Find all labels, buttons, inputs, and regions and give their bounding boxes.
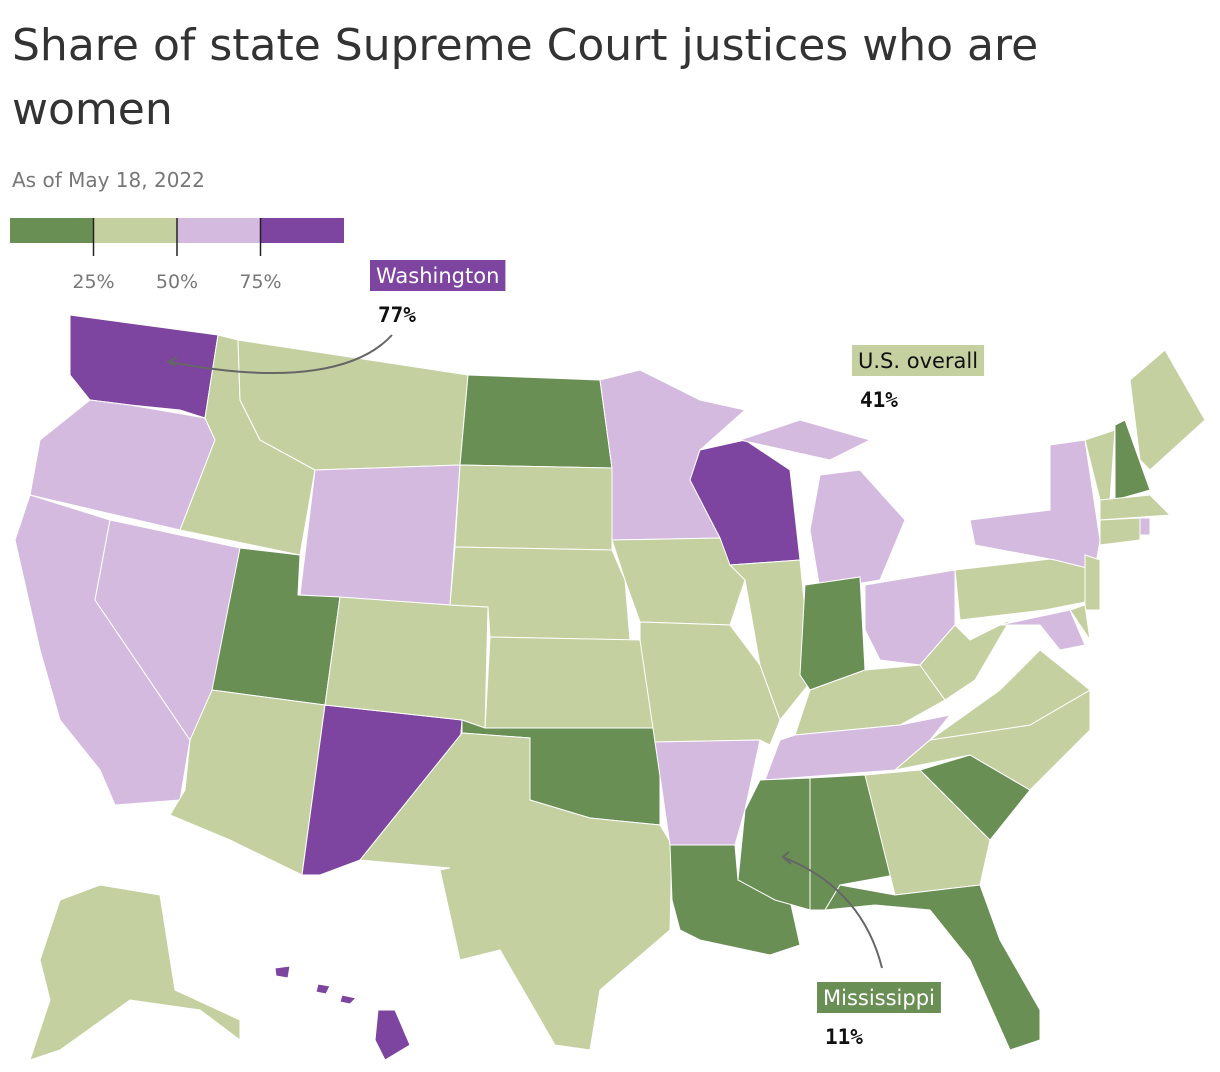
states: [14, 314, 1206, 1061]
legend-swatch: [260, 218, 344, 243]
state: [299, 464, 461, 606]
legend-tick-label: 25%: [72, 271, 114, 293]
state: [1099, 494, 1172, 521]
arrow: [784, 857, 883, 969]
annotation-value: 11%: [825, 1025, 863, 1049]
annotation-box: [852, 345, 985, 376]
state: [1069, 604, 1091, 641]
annotation-value: 41%: [860, 388, 898, 412]
state: [1099, 517, 1141, 546]
annotation-box: [817, 982, 941, 1013]
state: [484, 636, 661, 729]
state: [454, 464, 613, 551]
state: [764, 714, 952, 781]
state: [728, 559, 813, 722]
arrow: [169, 334, 393, 374]
state: [339, 994, 358, 1005]
state: [929, 649, 1091, 741]
annotation-box: [370, 260, 506, 291]
state: [999, 609, 1086, 651]
annotation-value: 77%: [378, 303, 416, 327]
state: [864, 769, 991, 896]
state: [654, 739, 761, 846]
subtitle: As of May 18, 2022: [12, 168, 205, 192]
arrowhead: [781, 851, 792, 865]
legend-swatch: [177, 218, 261, 243]
state: [359, 732, 673, 1051]
state: [824, 884, 1041, 1051]
legend-tick-label: 75%: [239, 271, 281, 293]
state: [919, 618, 1012, 701]
state: [639, 621, 781, 746]
title: Share of state Supreme Court justices wh…: [12, 20, 1039, 135]
legend-tick-label: 50%: [156, 271, 198, 293]
state: [1114, 419, 1151, 501]
annotation-label: U.S. overall: [858, 349, 978, 373]
arrowhead: [165, 356, 178, 367]
state: [315, 983, 331, 995]
state: [669, 844, 801, 956]
state: [459, 374, 613, 469]
state: [969, 439, 1101, 571]
legend-swatch: [93, 218, 177, 243]
state: [738, 419, 872, 461]
annotation-label: Washington: [376, 264, 499, 288]
state: [274, 965, 291, 979]
state: [1084, 554, 1101, 611]
state: [1139, 517, 1151, 536]
state: [1129, 349, 1206, 471]
state: [29, 884, 241, 1061]
state: [374, 1009, 411, 1061]
legend-swatch: [10, 218, 94, 243]
annotation-label: Mississippi: [823, 986, 935, 1010]
annotations: Washington 77% U.S. overall 41% Mississippi 1…: [370, 260, 985, 1049]
legend: 25% 50% 75%: [10, 218, 344, 293]
state: [809, 469, 906, 591]
